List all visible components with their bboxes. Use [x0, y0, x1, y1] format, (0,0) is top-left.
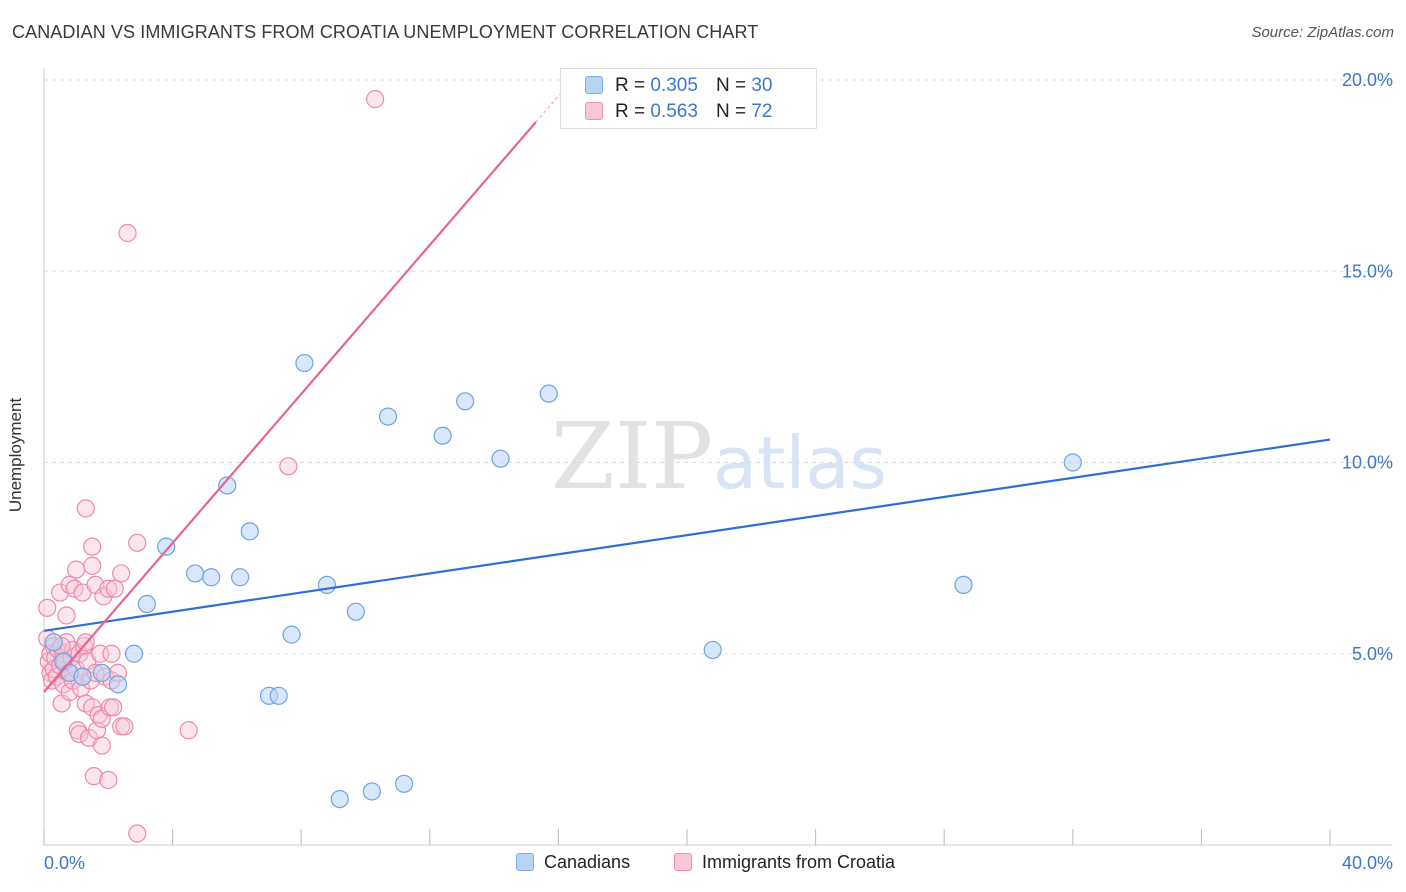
series-legend: Canadians Immigrants from Croatia [0, 852, 1406, 876]
trendlines [43, 84, 1331, 693]
canadians-trendline [43, 438, 1331, 632]
stats-legend: R = 0.305 N = 30 R = 0.563 N = 72 [560, 68, 817, 129]
canadians-point [433, 426, 452, 445]
immigrants-croatia-points [38, 90, 385, 843]
canadians-point [124, 644, 144, 663]
n-value: 30 [751, 75, 773, 96]
r-value: 0.305 [650, 75, 698, 96]
watermark: ZIP atlas [551, 403, 887, 510]
canadians-point [137, 594, 156, 614]
croatia-point [99, 770, 118, 790]
canadians-point [456, 392, 475, 411]
gridlines [44, 79, 1392, 655]
croatia-swatch [585, 102, 603, 120]
axes [43, 68, 1392, 846]
canadians-point [73, 667, 92, 686]
canadians-swatch [585, 76, 603, 94]
croatia-point [118, 223, 137, 243]
canadians-point [157, 537, 176, 556]
source-label: Source: ZipAtlas.com [1251, 24, 1394, 41]
croatia-point [102, 644, 121, 663]
croatia-point [60, 682, 79, 702]
r-label: R = [615, 75, 646, 96]
croatia-point [83, 537, 102, 556]
croatia-point [67, 560, 86, 579]
canadians-point [317, 575, 337, 595]
canadians-point [539, 384, 558, 403]
legend-label-croatia: Immigrants from Croatia [702, 852, 896, 872]
legend-item-canadians[interactable]: Canadians [516, 852, 630, 873]
croatia-point [84, 767, 103, 786]
croatia-point [128, 824, 147, 843]
canadians-point [44, 633, 63, 652]
croatia-point [57, 606, 76, 625]
croatia-point [76, 499, 95, 518]
n-label: N = [715, 75, 747, 96]
legend-label-canadians: Canadians [544, 852, 631, 872]
n-label: N = [715, 101, 747, 122]
croatia-point [92, 736, 111, 755]
croatia-point [112, 564, 131, 583]
tick-labels: 5.0% 10.0% 15.0% 20.0% 0.0% 40.0% [44, 70, 1393, 873]
canadians-points [44, 353, 1082, 809]
croatia-point [38, 598, 57, 617]
x-tick-label: 0.0% [44, 853, 85, 873]
croatia-point [70, 724, 89, 744]
canadians-point [269, 686, 288, 705]
canadians-point [295, 353, 314, 373]
canadians-point [362, 782, 382, 801]
y-tick-label: 5.0% [1352, 644, 1393, 664]
canadians-point [202, 568, 221, 587]
canadians-point [491, 449, 510, 468]
chart-title: CANADIAN VS IMMIGRANTS FROM CROATIA UNEM… [12, 22, 759, 42]
canadians-point [240, 522, 259, 541]
canadians-point [703, 640, 722, 660]
croatia-point [105, 579, 124, 598]
croatia-point [366, 90, 385, 109]
canadians-point [282, 625, 301, 644]
canadians-point [378, 407, 398, 426]
y-tick-label: 10.0% [1342, 453, 1393, 473]
canadians-point [394, 774, 414, 793]
croatia-swatch [674, 853, 692, 871]
canadians-point [954, 575, 973, 595]
legend-item-croatia[interactable]: Immigrants from Croatia [674, 852, 895, 873]
x-tick-label: 40.0% [1342, 853, 1393, 873]
canadians-point [92, 663, 111, 682]
croatia-point [279, 457, 298, 476]
y-tick-label: 15.0% [1342, 261, 1393, 281]
r-value: 0.563 [650, 101, 698, 122]
canadians-point [108, 675, 128, 694]
croatia-point [99, 579, 118, 598]
croatia-point [115, 717, 134, 736]
canadians-point [231, 568, 250, 587]
r-label: R = [615, 101, 646, 122]
croatia-point [83, 556, 102, 575]
canadians-point [218, 476, 237, 495]
watermark-atlas: atlas [713, 421, 887, 505]
stats-row-croatia: R = 0.563 N = 72 [585, 101, 772, 125]
croatia-point [128, 533, 147, 552]
n-value: 72 [751, 101, 773, 122]
croatia-trendline [43, 121, 537, 693]
canadians-swatch [516, 853, 534, 871]
croatia-point [50, 583, 70, 602]
canadians-point [346, 602, 365, 621]
croatia-point [179, 721, 198, 740]
canadians-point [330, 789, 349, 809]
y-tick-label: 20.0% [1342, 70, 1393, 90]
y-axis-label: Unemployment [6, 397, 25, 513]
croatia-trendline-extension [535, 84, 569, 123]
stats-row-canadians: R = 0.305 N = 30 [585, 75, 772, 99]
croatia-point [104, 698, 123, 717]
watermark-zip: ZIP [551, 403, 713, 510]
canadians-point [186, 564, 205, 583]
canadians-point [1063, 453, 1082, 472]
